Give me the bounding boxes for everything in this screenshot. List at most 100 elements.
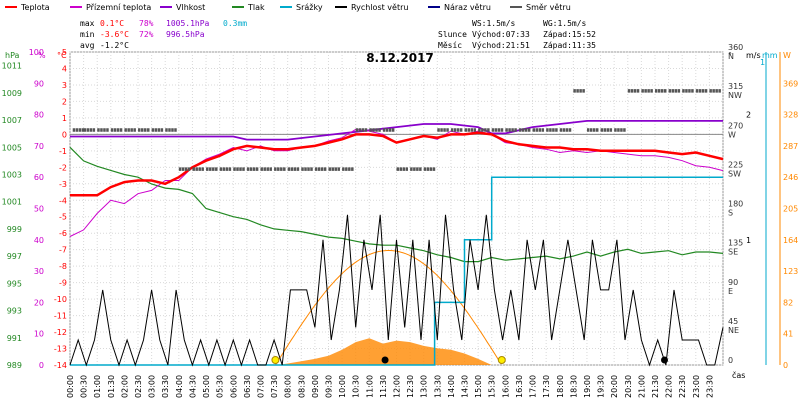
direction-point	[654, 89, 658, 93]
direction-point	[715, 89, 718, 93]
direction-tick: 135	[728, 239, 743, 248]
direction-point	[78, 128, 82, 132]
direction-point	[623, 128, 626, 132]
x-tick: 00:30	[80, 375, 89, 398]
humidity-tick: 30	[34, 267, 44, 276]
direction-point	[192, 167, 195, 171]
x-axis-label: čas	[732, 370, 745, 380]
direction-point	[473, 128, 477, 132]
direction-point	[361, 128, 365, 132]
x-tick: 09:30	[324, 375, 333, 398]
direction-point	[456, 128, 460, 132]
direction-point	[222, 167, 226, 171]
legend-label: Náraz větru	[444, 3, 491, 12]
direction-point	[168, 128, 171, 132]
direction-point	[470, 128, 474, 132]
direction-point	[372, 128, 375, 132]
x-tick: 12:30	[406, 375, 415, 398]
x-tick: 07:30	[270, 375, 279, 398]
direction-point	[92, 128, 96, 132]
solar-tick: 369	[783, 79, 798, 88]
direction-tick: 90	[728, 278, 738, 287]
humidity-tick: 0	[39, 361, 44, 370]
direction-point	[497, 128, 501, 132]
direction-point	[228, 167, 232, 171]
direction-label: NE	[728, 326, 739, 335]
direction-point	[636, 89, 640, 93]
temperature-tick: -6	[59, 229, 67, 238]
direction-point	[668, 89, 672, 93]
stat-max-temp: 0.1°C	[100, 19, 124, 28]
direction-point	[351, 167, 354, 171]
sunrise-marker	[271, 356, 280, 364]
x-tick: 22:00	[665, 375, 674, 398]
direction-point	[606, 128, 610, 132]
direction-point	[274, 167, 277, 171]
temperature-tick: 5	[62, 48, 67, 57]
direction-point	[391, 128, 395, 132]
direction-point	[293, 167, 297, 171]
direction-point	[89, 128, 93, 132]
direction-point	[151, 128, 155, 132]
direction-point	[541, 128, 545, 132]
direction-point	[72, 128, 76, 132]
x-tick: 11:00	[365, 375, 374, 398]
legend-label: Rychlost větru	[351, 3, 408, 12]
sun-curve	[274, 250, 502, 366]
solar-tick: 0	[783, 361, 788, 370]
direction-point	[290, 167, 294, 171]
x-tick: 04:30	[188, 375, 197, 398]
x-tick: 08:30	[297, 375, 306, 398]
direction-point	[467, 128, 471, 132]
direction-point	[154, 128, 158, 132]
humidity-tick: 80	[34, 111, 44, 120]
solar-unit: W	[783, 51, 791, 60]
direction-point	[582, 89, 585, 93]
direction-point	[459, 128, 463, 132]
direction-point	[283, 167, 286, 171]
stat-max-rain: 0.3mm	[223, 19, 247, 28]
direction-point	[255, 167, 259, 171]
legend: Teplota Přízemní teplota Vlhkost Tlak Srážky…	[5, 3, 571, 12]
temperature-tick: 0	[62, 130, 67, 139]
direction-point	[500, 128, 504, 132]
direction-point	[440, 128, 443, 132]
info-moonset: Západ:11:35	[543, 41, 596, 50]
temperature-tick: -2	[59, 163, 67, 172]
x-tick: 10:00	[338, 375, 347, 398]
temperature-tick: 4	[62, 64, 67, 73]
direction-label: W	[728, 130, 736, 139]
rain-unit: mm	[762, 51, 778, 60]
x-tick: 03:30	[161, 375, 170, 398]
x-tick: 15:00	[474, 375, 483, 398]
x-tick: 23:00	[692, 375, 701, 398]
x-tick: 02:30	[134, 375, 143, 398]
direction-point	[130, 128, 133, 132]
direction-point	[446, 128, 449, 132]
direction-point	[113, 128, 117, 132]
stat-max-pres: 1005.1hPa	[166, 19, 210, 28]
x-tick: 11:30	[379, 375, 388, 398]
direction-point	[630, 89, 634, 93]
direction-point	[263, 167, 266, 171]
x-tick: 17:30	[542, 375, 551, 398]
moonrise-marker	[661, 356, 669, 364]
direction-point	[110, 128, 114, 132]
series-srazky	[70, 176, 723, 366]
x-tick: 22:30	[678, 375, 687, 398]
direction-point	[410, 167, 413, 171]
temperature-tick: -5	[59, 213, 67, 222]
info-moon-label: Měsíc	[438, 41, 462, 50]
direction-point	[358, 128, 362, 132]
temperature-tick: -12	[54, 328, 67, 337]
legend-label: Směr větru	[526, 3, 571, 12]
x-tick: 14:30	[461, 375, 470, 398]
pressure-tick: 1007	[2, 116, 22, 125]
pressure-tick: 1009	[2, 89, 22, 98]
direction-point	[317, 167, 321, 171]
direction-point	[660, 89, 664, 93]
temperature-tick: -10	[54, 295, 67, 304]
direction-point	[688, 89, 691, 93]
info-sunrise: Východ:07:33	[472, 30, 530, 39]
